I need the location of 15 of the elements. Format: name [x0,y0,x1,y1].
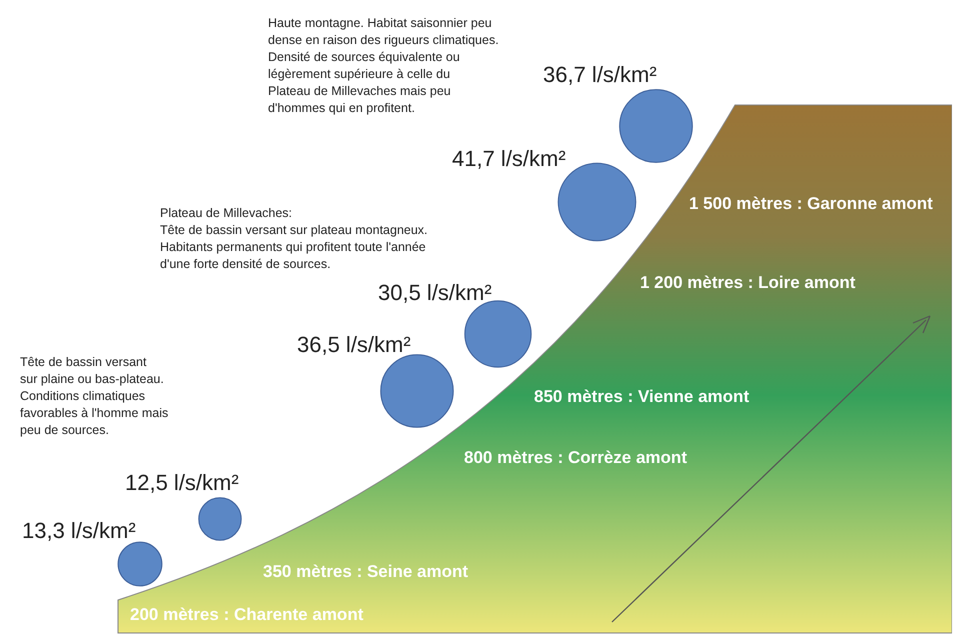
category-label: 200 mètres : Charente amont [130,605,364,624]
data-label: 41,7 l/s/km² [452,146,566,171]
data-label: 36,5 l/s/km² [297,332,411,357]
category-label: 1 200 mètres : Loire amont [640,273,856,292]
data-label: 12,5 l/s/km² [125,470,239,495]
category-label: 850 mètres : Vienne amont [534,387,750,406]
category-label: 1 500 mètres : Garonne amont [689,194,934,213]
text: Plateau de Millevaches: Tête de bassin versant sur plateau montagneux. Habitants permanents qui profitent toute l'année d'une forte densité de sources. [160,206,428,271]
data-label: 30,5 l/s/km² [378,280,492,305]
category-label: 350 mètres : Seine amont [263,562,468,581]
data-label: 13,3 l/s/km² [22,518,136,543]
text: Haute montagne. Habitat saisonnier peu dense en raison des rigueurs climatiques. Densité de sources équivalente ou légèrement supérieure à celle du Plateau de Millevaches mais peu d'hommes qui en profitent. [268,16,499,115]
data-label: 36,7 l/s/km² [543,62,657,87]
text: Tête de bassin versant sur plaine ou bas-plateau. Conditions climatiques favorables à l'homme mais peu de sources. [20,355,168,437]
category-label: 800 mètres : Corrèze amont [464,448,688,467]
